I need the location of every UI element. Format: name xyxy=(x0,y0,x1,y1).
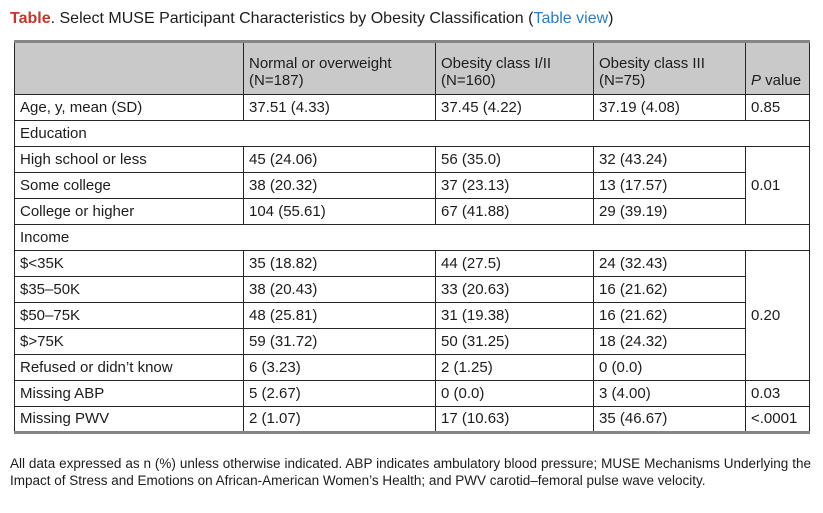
row-label: High school or less xyxy=(14,146,244,173)
section-row-education: Education xyxy=(14,120,810,147)
data-cell: 6 (3.23) xyxy=(243,354,436,381)
table-row-over-75k: $>75K 59 (31.72) 50 (31.25) 18 (24.32) xyxy=(14,328,810,355)
data-cell: 31 (19.38) xyxy=(435,302,594,329)
header-normal-overweight: Normal or overweight (N=187) xyxy=(243,41,436,95)
data-cell: 48 (25.81) xyxy=(243,302,436,329)
row-label: $50–75K xyxy=(14,302,244,329)
data-cell: 17 (10.63) xyxy=(435,406,594,433)
table-caption: Table. Select MUSE Participant Character… xyxy=(10,9,813,29)
characteristics-table: Normal or overweight (N=187) Obesity cla… xyxy=(14,40,810,434)
data-cell: 24 (32.43) xyxy=(593,250,746,277)
row-label: $<35K xyxy=(14,250,244,277)
p-value-cell: <.0001 xyxy=(745,406,810,433)
row-label: College or higher xyxy=(14,198,244,225)
header-row: Normal or overweight (N=187) Obesity cla… xyxy=(14,41,810,95)
data-cell: 37.45 (4.22) xyxy=(435,94,594,121)
header-empty-cell xyxy=(14,41,244,95)
data-cell: 16 (21.62) xyxy=(593,302,746,329)
header-obesity-class-3: Obesity class III (N=75) xyxy=(593,41,746,95)
table-row-35-50k: $35–50K 38 (20.43) 33 (20.63) 16 (21.62) xyxy=(14,276,810,303)
data-cell: 37 (23.13) xyxy=(435,172,594,199)
data-cell: 59 (31.72) xyxy=(243,328,436,355)
row-label: Missing PWV xyxy=(14,406,244,433)
data-cell: 29 (39.19) xyxy=(593,198,746,225)
data-cell: 5 (2.67) xyxy=(243,380,436,407)
table-view-link[interactable]: Table view xyxy=(533,10,609,27)
section-label: Income xyxy=(14,224,810,251)
data-cell: 67 (41.88) xyxy=(435,198,594,225)
section-row-income: Income xyxy=(14,224,810,251)
table-row-under-35k: $<35K 35 (18.82) 44 (27.5) 24 (32.43) 0.… xyxy=(14,250,810,381)
data-cell: 16 (21.62) xyxy=(593,276,746,303)
data-cell: 50 (31.25) xyxy=(435,328,594,355)
row-label: $35–50K xyxy=(14,276,244,303)
table-title-text: . Select MUSE Participant Characteristic… xyxy=(50,10,534,27)
table-title-label: Table xyxy=(10,10,51,27)
data-cell: 35 (46.67) xyxy=(593,406,746,433)
data-cell: 38 (20.43) xyxy=(243,276,436,303)
p-value-cell: 0.03 xyxy=(745,380,810,407)
table-row-missing-pwv: Missing PWV 2 (1.07) 17 (10.63) 35 (46.6… xyxy=(14,406,810,433)
header-line: (N=187) xyxy=(249,72,304,89)
table-row-50-75k: $50–75K 48 (25.81) 31 (19.38) 16 (21.62) xyxy=(14,302,810,329)
table-row-college-higher: College or higher 104 (55.61) 67 (41.88)… xyxy=(14,198,810,225)
row-label: $>75K xyxy=(14,328,244,355)
header-line: Normal or overweight xyxy=(249,55,392,72)
table-row-missing-abp: Missing ABP 5 (2.67) 0 (0.0) 3 (4.00) 0.… xyxy=(14,380,810,407)
header-line: Obesity class I/II xyxy=(441,55,552,72)
p-value-cell: 0.85 xyxy=(745,94,810,121)
page: Table. Select MUSE Participant Character… xyxy=(10,9,813,489)
data-cell: 45 (24.06) xyxy=(243,146,436,173)
footnote-text: All data expressed as n (%) unless other… xyxy=(10,456,811,489)
row-label: Refused or didn’t know xyxy=(14,354,244,381)
row-label: Age, y, mean (SD) xyxy=(14,94,244,121)
header-line: Obesity class III xyxy=(599,55,705,72)
data-cell: 37.51 (4.33) xyxy=(243,94,436,121)
data-cell: 2 (1.07) xyxy=(243,406,436,433)
header-line: (N=75) xyxy=(599,72,646,89)
data-cell: 18 (24.32) xyxy=(593,328,746,355)
table-row-some-college: Some college 38 (20.32) 37 (23.13) 13 (1… xyxy=(14,172,810,199)
table-row-age: Age, y, mean (SD) 37.51 (4.33) 37.45 (4.… xyxy=(14,94,810,121)
table-row-refused: Refused or didn’t know 6 (3.23) 2 (1.25)… xyxy=(14,354,810,381)
row-label: Missing ABP xyxy=(14,380,244,407)
section-label: Education xyxy=(14,120,810,147)
row-label: Some college xyxy=(14,172,244,199)
data-cell: 35 (18.82) xyxy=(243,250,436,277)
header-obesity-class-1-2: Obesity class I/II (N=160) xyxy=(435,41,594,95)
data-cell: 38 (20.32) xyxy=(243,172,436,199)
data-cell: 3 (4.00) xyxy=(593,380,746,407)
table-row-high-school: High school or less 45 (24.06) 56 (35.0)… xyxy=(14,146,810,225)
data-cell: 0 (0.0) xyxy=(593,354,746,381)
data-cell: 33 (20.63) xyxy=(435,276,594,303)
p-value-cell: 0.01 xyxy=(745,146,810,225)
data-cell: 56 (35.0) xyxy=(435,146,594,173)
header-line: (N=160) xyxy=(441,72,496,89)
data-cell: 37.19 (4.08) xyxy=(593,94,746,121)
p-value-cell: 0.20 xyxy=(745,250,810,381)
data-cell: 2 (1.25) xyxy=(435,354,594,381)
p-rest: value xyxy=(761,72,802,89)
data-cell: 0 (0.0) xyxy=(435,380,594,407)
header-p-value: P value xyxy=(745,41,810,95)
data-cell: 104 (55.61) xyxy=(243,198,436,225)
data-cell: 44 (27.5) xyxy=(435,250,594,277)
table-title-close-paren: ) xyxy=(608,10,614,27)
data-cell: 32 (43.24) xyxy=(593,146,746,173)
p-italic: P xyxy=(751,72,762,89)
data-cell: 13 (17.57) xyxy=(593,172,746,199)
